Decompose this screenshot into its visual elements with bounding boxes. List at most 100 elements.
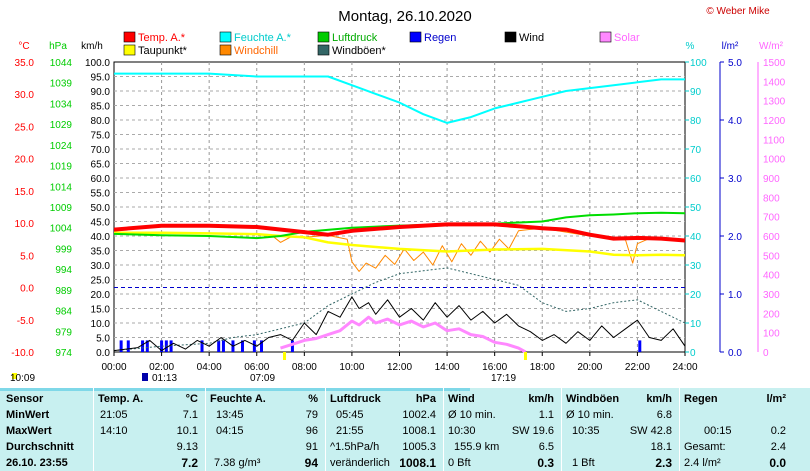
temp-axis-tick-label: -10.0 xyxy=(11,348,34,359)
stats-top-bar xyxy=(0,388,470,391)
rain-bar xyxy=(217,340,221,352)
humidity-axis-tick-label: 80 xyxy=(690,116,702,127)
pressure-axis-tick-label: 1014 xyxy=(50,182,73,193)
stats-pressure-header: Luftdruck xyxy=(330,393,381,405)
moon-marker xyxy=(142,373,148,381)
stats-gusts-avg-value: 6.8 xyxy=(656,409,672,421)
solar-axis-unit-label: W/m² xyxy=(759,41,784,52)
solar-axis-tick-label: 1000 xyxy=(763,155,786,166)
wind-axis-tick-label: 80.0 xyxy=(91,116,111,127)
temperature-line xyxy=(113,222,686,243)
rain-axis-tick-label: 5.0 xyxy=(728,58,742,69)
stats-pressure-min-value: 1002.4 xyxy=(402,409,436,421)
temp-axis-tick-label: 20.0 xyxy=(15,155,35,166)
wind-axis-tick-label: 40.0 xyxy=(91,232,111,243)
legend-label: Solar xyxy=(614,32,640,44)
stats-col-sensor: Sensor MinWert MaxWert Durchschnitt 26.1… xyxy=(6,388,90,471)
stats-rain-day-sum: 2.4 l/m² xyxy=(684,457,721,469)
statistics-panel: Sensor MinWert MaxWert Durchschnitt 26.1… xyxy=(0,388,810,471)
stats-gusts-unit: km/h xyxy=(646,393,672,405)
chart-legend: Temp. A.* Feuchte A.* Luftdruck Regen Wind So… xyxy=(123,31,640,57)
pressure-axis-tick-label: 1034 xyxy=(50,99,73,110)
stats-pressure-max-value: 1008.1 xyxy=(402,425,436,437)
stats-humidity-absolute: 7.38 g/m³ xyxy=(214,457,261,469)
stats-gusts-current-value: 2.3 xyxy=(655,456,672,470)
pressure-axis-unit-label: hPa xyxy=(49,41,67,52)
legend-swatch xyxy=(409,31,422,43)
sunrise-marker xyxy=(283,352,286,360)
stats-humidity-min-value: 79 xyxy=(305,409,318,421)
legend-label: Temp. A.* xyxy=(138,32,186,44)
wind-axis-tick-label: 35.0 xyxy=(91,247,111,258)
rain-bar xyxy=(200,340,204,352)
wind-line xyxy=(113,296,686,352)
wind-axis-tick-label: 70.0 xyxy=(91,145,111,156)
sunset-label: 17:19 xyxy=(491,373,516,384)
stats-rain-max-value: 0.2 xyxy=(770,425,786,437)
legend-label: Taupunkt* xyxy=(138,45,188,57)
wind-axis-tick-label: 10.0 xyxy=(91,319,111,330)
temp-axis-tick-label: 0.0 xyxy=(20,284,34,295)
pressure-axis-tick-label: 979 xyxy=(55,327,72,338)
temp-axis-tick-label: 25.0 xyxy=(15,122,35,133)
solar-axis-tick-label: 200 xyxy=(763,309,780,320)
humidity-axis-tick-label: 60 xyxy=(690,174,702,185)
solar-axis-tick-label: 800 xyxy=(763,193,780,204)
wind-axis-tick-label: 95.0 xyxy=(91,73,111,84)
stats-avg-label: Durchschnitt xyxy=(6,441,74,453)
wind-axis-tick-label: 100.0 xyxy=(85,58,110,69)
solar-axis-tick-label: 0 xyxy=(763,348,769,359)
rain-axis-unit-label: l/m² xyxy=(722,41,739,52)
wind-axis-tick-label: 30.0 xyxy=(91,261,111,272)
rain-bar xyxy=(126,340,130,352)
humidity-axis-tick-label: 30 xyxy=(690,261,702,272)
pressure-axis-tick-label: 1044 xyxy=(50,58,73,69)
temp-axis-tick-label: 30.0 xyxy=(15,90,35,101)
pressure-axis-tick-label: 1029 xyxy=(50,120,73,131)
stats-col-pressure: Luftdruck hPa 05:45 1002.4 21:55 1008.1 … xyxy=(325,388,440,471)
stats-temp-max-value: 10.1 xyxy=(176,425,198,437)
chart-grid xyxy=(113,61,686,353)
x-tick-label: 02:00 xyxy=(149,362,174,373)
rain-bar xyxy=(260,340,264,352)
stats-current-label: 26.10. 23:55 xyxy=(6,457,68,469)
temp-axis-tick-label: -5.0 xyxy=(17,316,35,327)
stats-min-label: MinWert xyxy=(6,409,50,421)
stats-temp-max-time: 14:10 xyxy=(100,425,128,437)
stats-col-rain: Regen l/m² 00:15 0.2 Gesamt: 2.4 2.4 l/m… xyxy=(679,388,790,471)
windchill-line xyxy=(270,227,686,272)
pressure-axis-tick-label: 1039 xyxy=(50,79,73,90)
stats-pressure-current-value: 1008.1 xyxy=(399,456,436,470)
stats-humidity-avg-value: 91 xyxy=(305,441,318,453)
x-tick-label: 08:00 xyxy=(292,362,317,373)
stats-wind-header: Wind xyxy=(448,393,475,405)
stats-pressure-unit: hPa xyxy=(415,393,436,405)
stats-gusts-header: Windböen xyxy=(566,393,620,405)
stats-col-humidity: Feuchte A. % 13:45 79 04:15 96 91 7.38 g… xyxy=(205,388,322,471)
x-tick-label: 10:00 xyxy=(339,362,364,373)
x-tick-label: 14:00 xyxy=(435,362,460,373)
rain-bar xyxy=(252,340,256,352)
stats-humidity-max-value: 96 xyxy=(305,425,318,437)
temp-axis-tick-label: 15.0 xyxy=(15,187,35,198)
stats-gusts-day-avg: 18.1 xyxy=(650,441,672,453)
stats-wind-unit: km/h xyxy=(528,393,554,405)
rain-bar xyxy=(160,340,164,352)
wind-axis-tick-label: 90.0 xyxy=(91,87,111,98)
x-tick-label: 20:00 xyxy=(577,362,602,373)
stats-temp-min-value: 7.1 xyxy=(182,409,198,421)
solar-axis-tick-label: 700 xyxy=(763,213,780,224)
stats-pressure-min-time: 05:45 xyxy=(336,409,364,421)
chart-series xyxy=(113,72,686,354)
temp-axis-tick-label: 10.0 xyxy=(15,219,35,230)
humidity-axis-tick-label: 70 xyxy=(690,145,702,156)
legend-swatch xyxy=(317,31,330,43)
legend-swatch xyxy=(317,44,330,56)
weather-chart: 00:00 02:00 04:00 06:00 08:00 10:00 12:00 14:00… xyxy=(10,6,786,384)
humidity-axis-tick-label: 10 xyxy=(690,319,702,330)
solar-line xyxy=(280,315,527,354)
wind-axis-tick-label: 55.0 xyxy=(91,189,111,200)
rain-bar xyxy=(290,340,294,352)
stats-wind-current-value: 0.3 xyxy=(537,456,554,470)
stats-humidity-max-time: 04:15 xyxy=(216,425,244,437)
